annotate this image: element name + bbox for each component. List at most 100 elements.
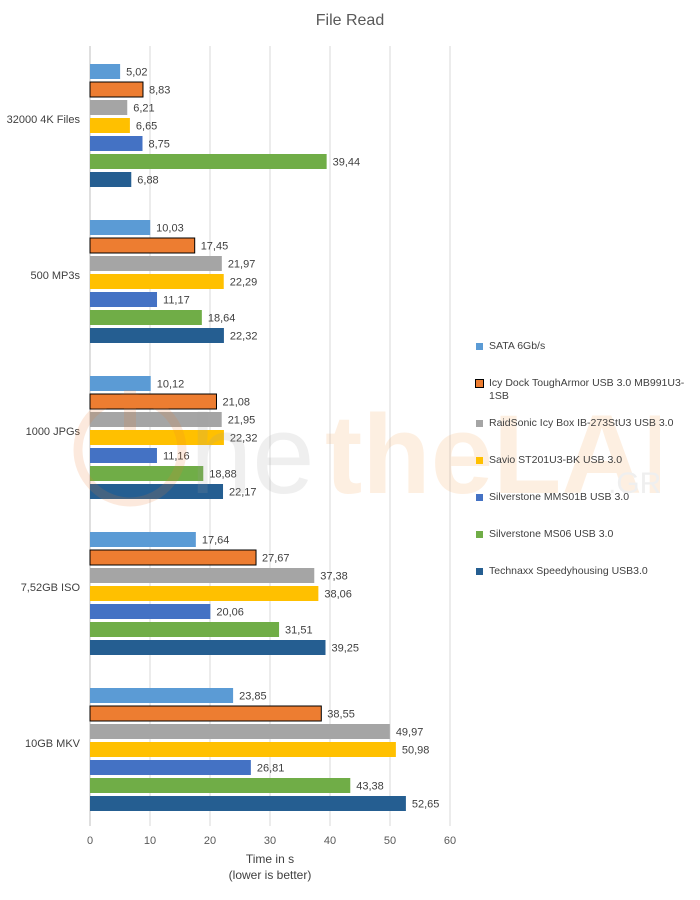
bar-value-label: 23,85 (239, 691, 267, 703)
bar (90, 778, 351, 793)
legend-label: Icy Dock ToughArmor USB 3.0 MB991U3-1SB (489, 377, 685, 402)
bar (90, 292, 158, 307)
bar (89, 549, 257, 566)
bar (90, 172, 132, 187)
x-tick-label: 10 (144, 835, 156, 847)
bar-value-label: 10,12 (157, 379, 185, 391)
legend-label: RaidSonic Icy Box IB-273StU3 USB 3.0 (489, 417, 674, 429)
bar (90, 256, 222, 271)
x-axis-title: Time in s (lower is better) (120, 851, 420, 883)
bar (89, 237, 196, 254)
bar-value-label: 31,51 (285, 625, 313, 637)
bar-value-label: 50,98 (402, 745, 430, 757)
bar (90, 376, 151, 391)
bar-value-label: 8,75 (149, 139, 170, 151)
bar-value-label: 38,55 (327, 709, 355, 721)
bar (90, 310, 202, 325)
x-axis-title-line-2: (lower is better) (228, 868, 312, 882)
bar (90, 586, 319, 601)
bar-value-label: 21,08 (222, 397, 250, 409)
data-labels: 5,028,83 6,21 6,65 8,75 39,44 6,88 10,03 17,45 2… (126, 67, 439, 811)
bar-value-label: 20,06 (216, 607, 244, 619)
bar-value-label: 8,83 (149, 85, 170, 97)
bar (90, 220, 151, 235)
x-tick-label: 40 (324, 835, 336, 847)
bar (90, 688, 234, 703)
bar-value-label: 38,06 (324, 589, 352, 601)
legend-swatch (476, 531, 483, 538)
y-category-label: 32000 4K Files (7, 114, 81, 126)
bar (90, 274, 224, 289)
bar (90, 154, 327, 169)
y-category-label: 1000 JPGs (26, 426, 81, 438)
legend-swatch (476, 568, 483, 575)
bar (90, 532, 196, 547)
bar-value-label: 17,64 (202, 535, 230, 547)
legend-label: Savio ST201U3-BK USB 3.0 (489, 454, 623, 466)
bar (90, 64, 121, 79)
legend-label: Technaxx Speedyhousing USB3.0 (489, 565, 648, 577)
legend-swatch (476, 343, 483, 350)
bar (90, 466, 204, 481)
bar-value-label: 22,29 (230, 277, 258, 289)
bar (90, 622, 280, 637)
bar-value-label: 6,21 (133, 103, 154, 115)
bar (90, 760, 251, 775)
x-tick-label: 20 (204, 835, 216, 847)
bar (90, 640, 326, 655)
bar-value-label: 27,67 (262, 553, 290, 565)
bar (89, 705, 322, 722)
bar (90, 724, 390, 739)
bar (90, 568, 315, 583)
bar-value-label: 11,16 (163, 451, 190, 463)
bar-value-label: 18,64 (208, 313, 236, 325)
legend-swatch (476, 494, 483, 501)
bar-value-label: 43,38 (356, 781, 384, 793)
bar (90, 412, 222, 427)
bar-value-label: 49,97 (396, 727, 424, 739)
legend-swatch (475, 379, 484, 388)
bar-value-label: 6,65 (136, 121, 157, 133)
bar-value-label: 37,38 (320, 571, 348, 583)
bar-value-label: 21,95 (228, 415, 256, 427)
bar-value-label: 52,65 (412, 799, 440, 811)
bar (90, 430, 224, 445)
bars (89, 64, 406, 811)
bar-value-label: 22,17 (229, 487, 257, 499)
bar (90, 118, 130, 133)
x-axis-title-line-1: Time in s (245, 852, 295, 866)
bar-value-label: 11,17 (163, 295, 190, 307)
y-category-label: 7,52GB ISO (21, 582, 81, 594)
legend-swatch (476, 420, 483, 427)
bar-value-label: 10,03 (156, 223, 184, 235)
bar (90, 448, 157, 463)
legend-label: Silverstone MMS01B USB 3.0 (489, 491, 630, 503)
y-category-label: 10GB MKV (25, 738, 81, 750)
legend-swatch (476, 457, 483, 464)
bar (90, 328, 224, 343)
bar (89, 393, 217, 410)
bar-value-label: 18,88 (209, 469, 237, 481)
chart-title: File Read (315, 12, 385, 29)
axes: 0 10 20 30 40 50 60 32000 4K Files 500 MP3s 1000 … (7, 114, 457, 847)
bar-value-label: 17,45 (201, 241, 229, 253)
bar-value-label: 39,44 (333, 157, 361, 169)
bar-value-label: 21,97 (228, 259, 256, 271)
bar-value-label: 22,32 (230, 433, 258, 445)
y-category-label: 500 MP3s (30, 270, 80, 282)
bar (90, 100, 128, 115)
bar (90, 796, 406, 811)
bar-value-label: 22,32 (230, 331, 258, 343)
x-tick-label: 30 (264, 835, 276, 847)
legend-label: Silverstone MS06 USB 3.0 (489, 528, 614, 540)
bar-value-label: 39,25 (332, 643, 360, 655)
bar-value-label: 5,02 (126, 67, 147, 79)
bar-value-label: 6,88 (137, 175, 158, 187)
bar (90, 604, 211, 619)
bar (90, 484, 224, 499)
bar (90, 136, 143, 151)
bar (90, 742, 396, 757)
x-tick-label: 60 (444, 835, 456, 847)
